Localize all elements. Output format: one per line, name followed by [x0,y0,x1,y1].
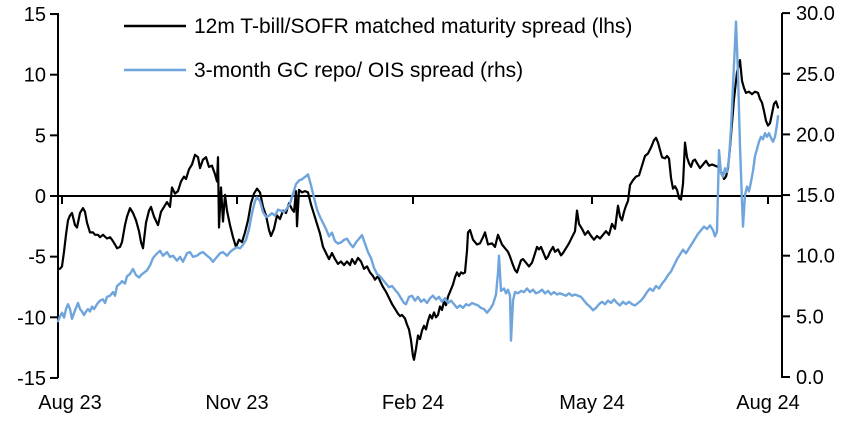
x-axis-tick-label: Aug 24 [736,392,799,414]
right-axis-tick-label: 30.0 [796,3,835,25]
series-line-lhs [56,58,780,361]
x-axis-tick-label: Nov 23 [205,392,268,414]
legend-label-rhs: 3-month GC repo/ OIS spread (rhs) [194,59,523,82]
left-axis-tick-label: 10 [24,65,46,87]
left-axis-tick-label: -10 [17,307,46,329]
left-axis-tick-label: 5 [35,125,46,147]
x-axis-tick-label: Aug 23 [38,392,101,414]
right-axis-tick-label: 20.0 [796,124,835,146]
x-axis-tick-label: Feb 24 [382,392,444,414]
x-axis-tick-label: May 24 [559,392,625,414]
right-axis-tick-label: 25.0 [796,64,835,86]
left-axis-tick-label: -5 [28,247,46,269]
right-axis-tick-label: 15.0 [796,185,835,207]
left-axis-tick-label: -15 [17,368,46,390]
legend-label-lhs: 12m T-bill/SOFR matched maturity spread … [194,15,632,38]
right-axis-tick-label: 0.0 [796,367,824,389]
right-axis-tick-label: 5.0 [796,306,824,328]
series-line-rhs [56,20,780,342]
left-axis-tick-label: 0 [35,186,46,208]
right-axis-tick-label: 10.0 [796,246,835,268]
left-axis-tick-label: 15 [24,4,46,26]
